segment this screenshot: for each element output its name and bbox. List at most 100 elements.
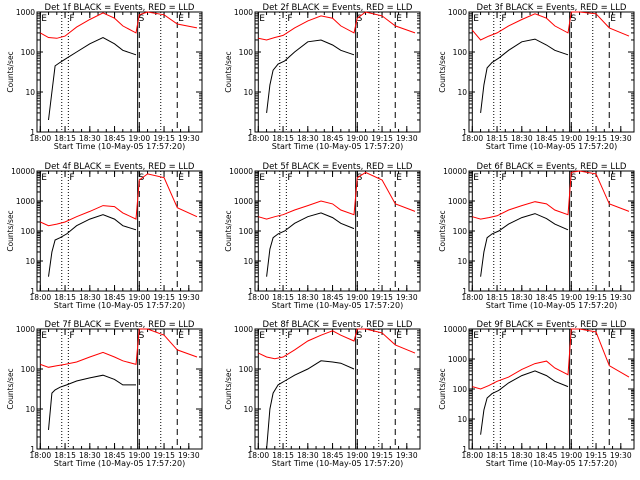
event-marker-label: F (501, 14, 506, 24)
x-tick-label: 18:45 (104, 134, 126, 143)
event-marker-label: E (259, 331, 265, 341)
chart-title: Det 7f BLACK = Events, RED = LLD (45, 320, 195, 330)
x-tick-label: 18:00 (247, 293, 269, 302)
chart-title: Det 1f BLACK = Events, RED = LLD (45, 3, 195, 13)
x-tick-label: 18:00 (461, 293, 483, 302)
x-tick-label: 19:00 (346, 451, 368, 460)
x-tick-label: 19:15 (371, 134, 393, 143)
y-tick-label: 100 (453, 48, 468, 57)
y-axis-label: Counts/sec (6, 368, 15, 409)
y-tick-label: 1 (30, 445, 35, 454)
x-tick-label: 19:15 (153, 451, 175, 460)
events-series-line (480, 370, 569, 435)
x-tick-label: 18:15 (54, 293, 76, 302)
x-tick-label: 18:30 (511, 134, 533, 143)
chart-title: Det 6f BLACK = Events, RED = LLD (477, 162, 627, 172)
chart-title: Det 4f BLACK = Events, RED = LLD (45, 162, 195, 172)
y-tick-label: 10000 (11, 167, 35, 176)
events-series-line (266, 39, 355, 113)
y-tick-label: 1000 (448, 197, 467, 206)
x-axis-label: Start Time (10-May-05 17:57:20) (486, 459, 617, 468)
plot-frame (254, 328, 421, 450)
event-marker-label: S (571, 173, 577, 183)
chart-title: Det 8f BLACK = Events, RED = LLD (263, 320, 413, 330)
x-tick-label: 19:30 (610, 134, 632, 143)
y-tick-label: 1000 (448, 8, 467, 17)
x-axis-label: Start Time (10-May-05 17:57:20) (54, 459, 185, 468)
event-marker-label: F (501, 173, 506, 183)
events-series-line (48, 214, 137, 277)
y-tick-label: 10 (457, 88, 467, 97)
x-tick-label: 18:30 (297, 134, 319, 143)
y-tick-label: 100 (239, 365, 254, 374)
lld-series-line (472, 328, 630, 390)
y-axis-label: Counts/sec (438, 210, 447, 251)
y-tick-label: 1 (30, 287, 35, 296)
x-tick-label: 19:30 (178, 451, 200, 460)
event-marker-label: E (610, 173, 616, 183)
chart-panel-9: Det 9f BLACK = Events, RED = LLD 1 10 100 10… (438, 320, 635, 468)
x-tick-label: 18:15 (54, 451, 76, 460)
x-tick-label: 19:00 (128, 134, 150, 143)
y-tick-label: 1 (462, 445, 467, 454)
event-marker-label: E (396, 331, 402, 341)
y-tick-label: 1 (462, 287, 467, 296)
plot-frame (36, 328, 203, 450)
x-tick-label: 18:45 (536, 293, 558, 302)
x-tick-label: 18:30 (511, 451, 533, 460)
y-axis-label: Counts/sec (224, 51, 233, 92)
chart-panel-4: Det 4f BLACK = Events, RED = LLD 1 10 100 10… (6, 162, 203, 310)
event-marker-label: E (473, 14, 479, 24)
chart-panel-6: Det 6f BLACK = Events, RED = LLD 1 10 100 10… (438, 162, 635, 310)
lld-series-line (258, 328, 416, 360)
x-tick-label: 18:00 (29, 451, 51, 460)
x-tick-label: 19:30 (396, 134, 418, 143)
y-tick-label: 100 (453, 227, 468, 236)
plot-frame (254, 11, 421, 133)
event-marker-label: E (259, 14, 265, 24)
x-tick-label: 18:30 (297, 293, 319, 302)
event-marker-label: E (178, 173, 184, 183)
chart-title: Det 9f BLACK = Events, RED = LLD (477, 320, 627, 330)
events-series-line (48, 36, 137, 121)
events-series-line (480, 38, 569, 113)
chart-panel-7: Det 7f BLACK = Events, RED = LLD 1 10 100 10… (6, 320, 203, 468)
lld-series-line (40, 173, 198, 227)
x-tick-label: 18:30 (79, 451, 101, 460)
y-tick-label: 100 (453, 385, 468, 394)
y-tick-label: 1000 (234, 197, 253, 206)
lld-series-line (40, 328, 198, 368)
lld-series-line (258, 11, 416, 41)
x-tick-label: 19:00 (560, 451, 582, 460)
x-tick-label: 19:00 (560, 293, 582, 302)
event-marker-label: F (501, 331, 506, 341)
y-tick-label: 100 (21, 48, 36, 57)
y-tick-label: 10000 (443, 325, 467, 334)
chart-title: Det 2f BLACK = Events, RED = LLD (263, 3, 413, 13)
event-marker-label: E (396, 173, 402, 183)
event-marker-label: F (69, 14, 74, 24)
events-series-line (266, 360, 355, 450)
y-tick-label: 10 (243, 405, 253, 414)
x-tick-label: 19:30 (396, 451, 418, 460)
lld-series-line (471, 11, 630, 41)
x-tick-label: 19:30 (178, 293, 200, 302)
x-tick-label: 19:15 (585, 451, 607, 460)
event-marker-label: E (473, 173, 479, 183)
x-tick-label: 19:00 (560, 134, 582, 143)
event-marker-label: E (396, 14, 402, 24)
x-tick-label: 18:15 (486, 293, 508, 302)
y-tick-label: 10000 (443, 167, 467, 176)
event-marker-label: S (357, 173, 363, 183)
y-tick-label: 1 (248, 445, 253, 454)
y-tick-label: 1 (248, 128, 253, 137)
x-tick-label: 18:15 (486, 451, 508, 460)
events-series-line (48, 374, 136, 430)
chart-panel-2: Det 2f BLACK = Events, RED = LLD 1 10 100 10… (224, 3, 421, 151)
x-tick-label: 19:15 (153, 134, 175, 143)
x-tick-label: 19:00 (128, 293, 150, 302)
x-axis-label: Start Time (10-May-05 17:57:20) (272, 301, 403, 310)
x-tick-label: 18:45 (322, 451, 344, 460)
y-tick-label: 10 (25, 405, 35, 414)
